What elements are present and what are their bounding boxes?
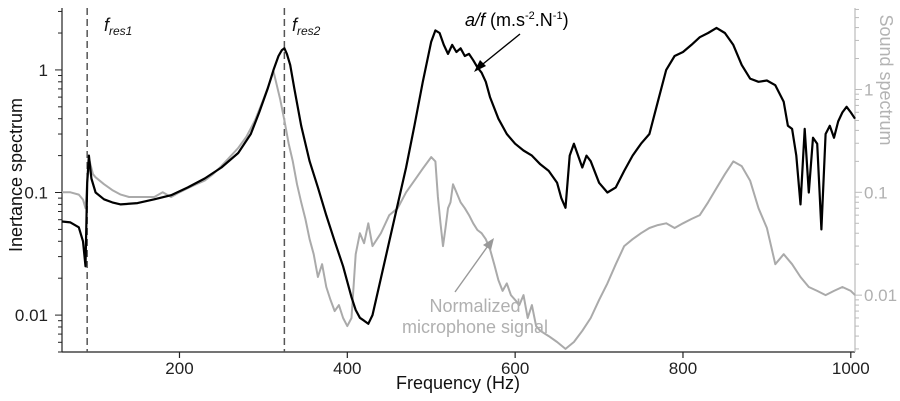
inertance-arrowhead xyxy=(474,60,486,72)
sound-annotation-arrow xyxy=(454,242,491,293)
y-right-axis-ticks: 0.01 0.1 1 xyxy=(855,8,897,350)
y-left-tick-label: 0.1 xyxy=(24,184,48,203)
x-tick-label: 400 xyxy=(333,359,361,378)
resonance-lines xyxy=(86,8,286,352)
sound-arrowhead xyxy=(483,238,494,250)
inertance-annotation-arrow xyxy=(477,33,521,69)
x-tick-label: 200 xyxy=(165,359,193,378)
res1-label: fres1 xyxy=(104,15,132,38)
x-axis-label: Frequency (Hz) xyxy=(396,373,520,393)
y-left-tick-label: 1 xyxy=(39,61,48,80)
y-left-axis-ticks: 0.01 0.1 1 xyxy=(15,10,62,353)
inertance-series-line xyxy=(61,26,856,325)
res2-label: fres2 xyxy=(292,15,321,38)
y-left-tick-label: 0.01 xyxy=(15,306,48,325)
sound-annotation-line1: Normalized xyxy=(429,296,520,316)
annotations: a/f (m.s-2.N-1) Normalized microphone si… xyxy=(402,10,569,337)
x-tick-label: 1000 xyxy=(832,359,870,378)
inertance-annotation: a/f (m.s-2.N-1) xyxy=(465,10,569,30)
x-tick-label: 800 xyxy=(669,359,697,378)
sound-series-line xyxy=(62,70,856,350)
y-right-axis-label: Sound spectrum xyxy=(876,14,896,145)
y-right-tick-label: 0.1 xyxy=(864,183,888,202)
sound-annotation-line2: microphone signal xyxy=(402,317,548,337)
y-right-tick-label: 1 xyxy=(864,80,873,99)
resonance-labels: fres1 fres2 xyxy=(104,15,321,38)
y-right-tick-label: 0.01 xyxy=(864,286,897,305)
x-tick-label: 600 xyxy=(501,359,529,378)
y-left-axis-label: Inertance spectrum xyxy=(6,98,26,252)
x-axis-ticks: 200 400 600 800 1000 xyxy=(165,352,870,378)
